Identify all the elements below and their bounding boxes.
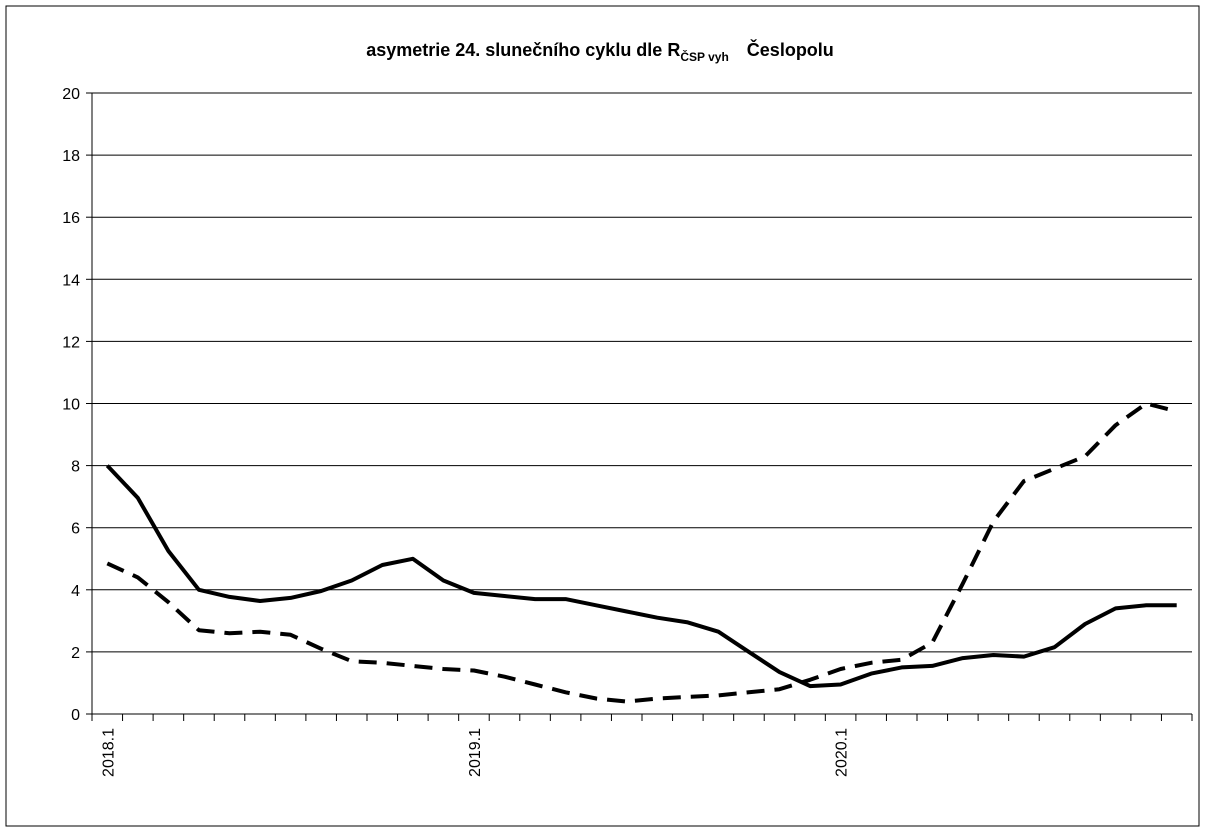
y-tick-label: 10	[62, 397, 80, 414]
series-line	[106, 401, 1178, 704]
y-tick-label: 0	[71, 707, 80, 724]
title-main: asymetrie 24. slunečního cyklu dle R	[366, 40, 680, 60]
y-tick-label: 20	[62, 86, 80, 103]
series-line	[105, 464, 1177, 689]
y-tick-label: 6	[71, 521, 80, 538]
y-tick-label: 4	[71, 583, 80, 600]
x-tick-label: 2019.1	[467, 728, 484, 777]
title-subscript: ČSP vyh	[680, 49, 728, 64]
y-tick-label: 16	[62, 210, 80, 227]
title-suffix: Česlopolu	[747, 39, 834, 60]
y-tick-label: 12	[62, 334, 80, 351]
y-tick-label: 8	[71, 459, 80, 476]
x-tick-label: 2018.1	[100, 728, 117, 777]
chart-frame	[5, 5, 1200, 827]
y-tick-label: 18	[62, 148, 80, 165]
y-tick-label: 2	[71, 645, 80, 662]
x-tick-label: 2020.1	[834, 728, 851, 777]
chart-title: asymetrie 24. slunečního cyklu dle RČSP …	[366, 39, 834, 64]
y-tick-label: 14	[62, 272, 80, 289]
